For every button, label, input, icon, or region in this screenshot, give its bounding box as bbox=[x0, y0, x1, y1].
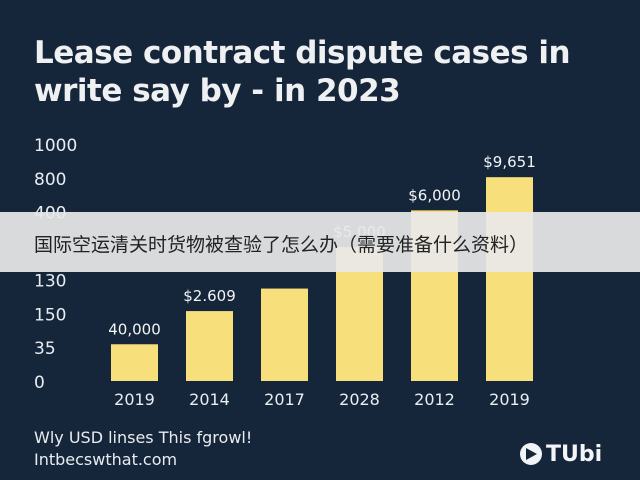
bar bbox=[186, 311, 233, 381]
overlay-banner[interactable] bbox=[0, 212, 640, 272]
y-tick-label: 150 bbox=[34, 305, 66, 325]
brand-logo: TUbi bbox=[520, 440, 602, 468]
play-arrow-icon bbox=[520, 443, 542, 465]
y-tick-label: 800 bbox=[34, 170, 66, 190]
data-label: 40,000 bbox=[108, 320, 161, 338]
footer-caption: Wly USD linses This fgrowl! bbox=[34, 428, 253, 447]
footer-url: Intbecswthat.com bbox=[34, 450, 178, 469]
chart-title: Lease contract dispute cases in write sa… bbox=[34, 35, 571, 109]
x-tick-label: 2017 bbox=[264, 390, 305, 409]
y-tick-label: 0 bbox=[34, 373, 45, 393]
bar bbox=[111, 344, 158, 381]
data-label: $9,651 bbox=[483, 153, 536, 171]
x-tick-label: 2012 bbox=[414, 390, 455, 409]
bar bbox=[486, 177, 533, 381]
x-tick-label: 2028 bbox=[339, 390, 380, 409]
y-tick-label: 35 bbox=[34, 339, 56, 359]
data-label: $2.609 bbox=[183, 287, 236, 305]
y-tick-label: 130 bbox=[34, 271, 66, 291]
brand-name: TUbi bbox=[546, 441, 603, 467]
overlay-banner-text[interactable]: 国际空运清关时货物被查验了怎么办（需要准备什么资料） bbox=[34, 234, 529, 256]
bar bbox=[261, 288, 308, 381]
x-tick-label: 2019 bbox=[489, 390, 530, 409]
x-tick-label: 2014 bbox=[189, 390, 230, 409]
y-tick-label: 1000 bbox=[34, 136, 77, 156]
data-label: $6,000 bbox=[408, 186, 461, 204]
x-tick-label: 2019 bbox=[114, 390, 155, 409]
